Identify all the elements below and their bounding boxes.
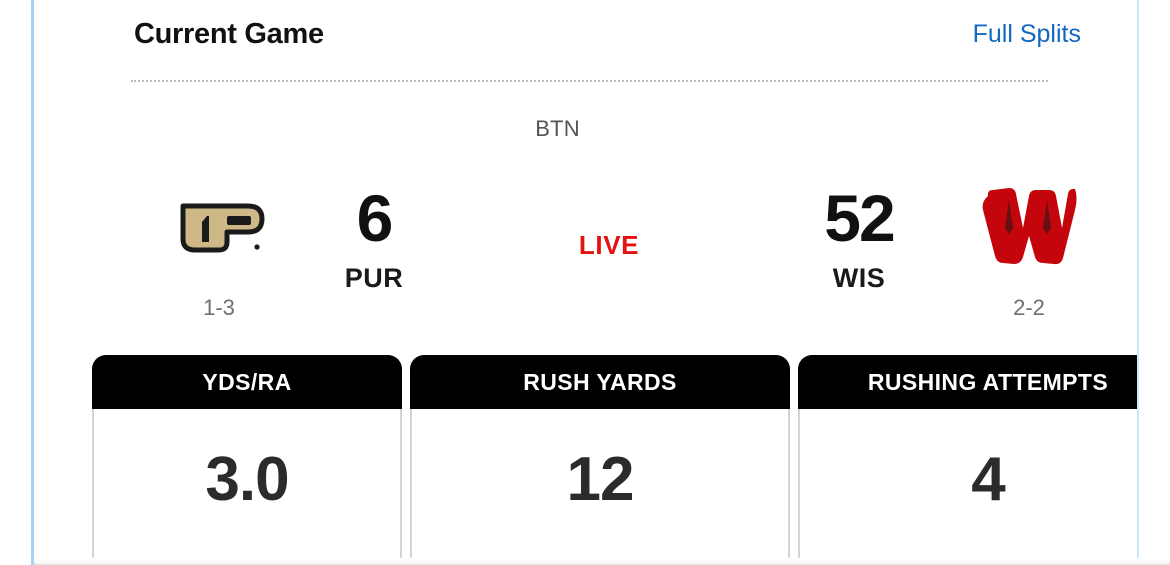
stat-card-strip[interactable]: YDS/RA 3.0 RUSH YARDS 12 RUSHING ATTEMPTS 4 [92,355,1137,565]
purdue-p-icon [164,187,274,267]
home-team-record: 2-2 [1013,295,1045,320]
scoreboard: 6 PUR 1-3 LIVE 52 WIS 2-2 [134,175,1084,325]
away-team-score: 6 [356,181,394,255]
stat-card-label: RUSH YARDS [410,355,790,409]
broadcast-network-label: BTN [535,116,580,141]
stat-card[interactable]: RUSH YARDS 12 [410,355,790,565]
away-team-record: 1-3 [203,295,235,320]
home-team-abbr: WIS [832,263,886,293]
network-row: BTN [34,116,1081,142]
module-header: Current Game Full Splits [134,10,1081,58]
left-page-rule [31,0,34,565]
wisconsin-w-icon [974,185,1084,267]
bottom-edge-shade [34,558,1170,565]
stat-card-value: 4 [971,445,1005,514]
page-title: Current Game [134,17,324,50]
home-team-block[interactable]: 52 WIS 2-2 [784,175,1084,325]
stat-card-gap [790,355,798,565]
stat-card-label: RUSHING ATTEMPTS [798,355,1137,409]
game-status-badge: LIVE [578,230,640,260]
stat-card-body: 12 [410,409,790,565]
stat-card-label: YDS/RA [92,355,402,409]
full-splits-link[interactable]: Full Splits [972,19,1081,48]
away-team-abbr: PUR [344,263,404,293]
stat-card-body: 4 [798,409,1137,565]
stat-card-value: 12 [566,445,635,514]
home-team-score: 52 [824,181,895,255]
right-page-rule [1137,0,1139,565]
away-team-block[interactable]: 6 PUR 1-3 [134,175,434,325]
header-divider [131,80,1048,82]
stat-card-value: 3.0 [205,445,289,514]
stat-card-body: 3.0 [92,409,402,565]
stat-card[interactable]: RUSHING ATTEMPTS 4 [798,355,1137,565]
stat-card-gap [402,355,410,565]
current-game-module: Current Game Full Splits BTN [34,0,1137,565]
stat-card[interactable]: YDS/RA 3.0 [92,355,402,565]
